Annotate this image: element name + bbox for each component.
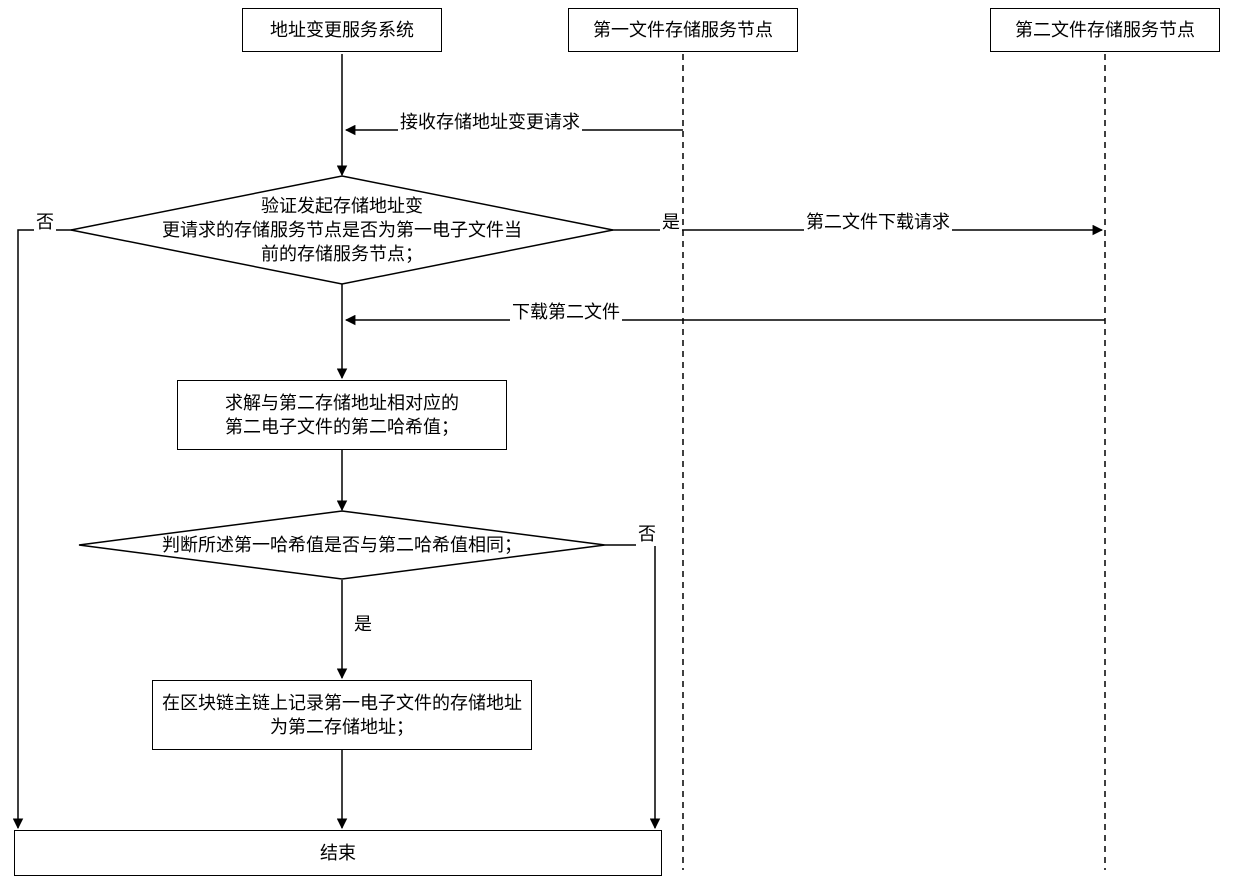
judge-diamond-shape: [78, 510, 606, 580]
judge-no-label: 否: [636, 520, 658, 546]
verify-diamond-shape: [70, 175, 614, 285]
reqdl-label: 第二文件下载请求: [804, 208, 952, 234]
lane-second-file-storage-node: 第二文件存储服务节点: [990, 8, 1220, 52]
end-label: 结束: [320, 841, 356, 865]
judge-yes-label: 是: [352, 610, 374, 636]
verify-no-label: 否: [34, 208, 56, 234]
record-label: 在区块链主链上记录第一电子文件的存储地址 为第二存储地址；: [162, 691, 522, 740]
lane3-label: 第二文件存储服务节点: [1015, 18, 1195, 42]
lane2-label: 第一文件存储服务节点: [593, 18, 773, 42]
flowchart-canvas: 地址变更服务系统 第一文件存储服务节点 第二文件存储服务节点 验证发起存储地址变…: [0, 0, 1240, 891]
end-terminator: 结束: [14, 830, 662, 876]
judge-diamond: 判断所述第一哈希值是否与第二哈希值相同；: [108, 520, 576, 570]
verify-label: 验证发起存储地址变 更请求的存储服务节点是否为第一电子文件当 前的存储服务节点；: [162, 194, 522, 267]
lane-address-change-system: 地址变更服务系统: [242, 8, 442, 52]
lane-first-file-storage-node: 第一文件存储服务节点: [568, 8, 798, 52]
lane1-label: 地址变更服务系统: [270, 18, 414, 42]
verify-diamond: 验证发起存储地址变 更请求的存储服务节点是否为第一电子文件当 前的存储服务节点；: [110, 188, 574, 272]
hash-process: 求解与第二存储地址相对应的 第二电子文件的第二哈希值；: [177, 380, 507, 450]
judge-label: 判断所述第一哈希值是否与第二哈希值相同；: [162, 533, 522, 557]
verify-yes-label: 是: [660, 208, 682, 234]
download-label: 下载第二文件: [510, 298, 622, 324]
recv-label: 接收存储地址变更请求: [398, 108, 582, 134]
hash-label: 求解与第二存储地址相对应的 第二电子文件的第二哈希值；: [225, 391, 459, 440]
record-process: 在区块链主链上记录第一电子文件的存储地址 为第二存储地址；: [152, 680, 532, 750]
